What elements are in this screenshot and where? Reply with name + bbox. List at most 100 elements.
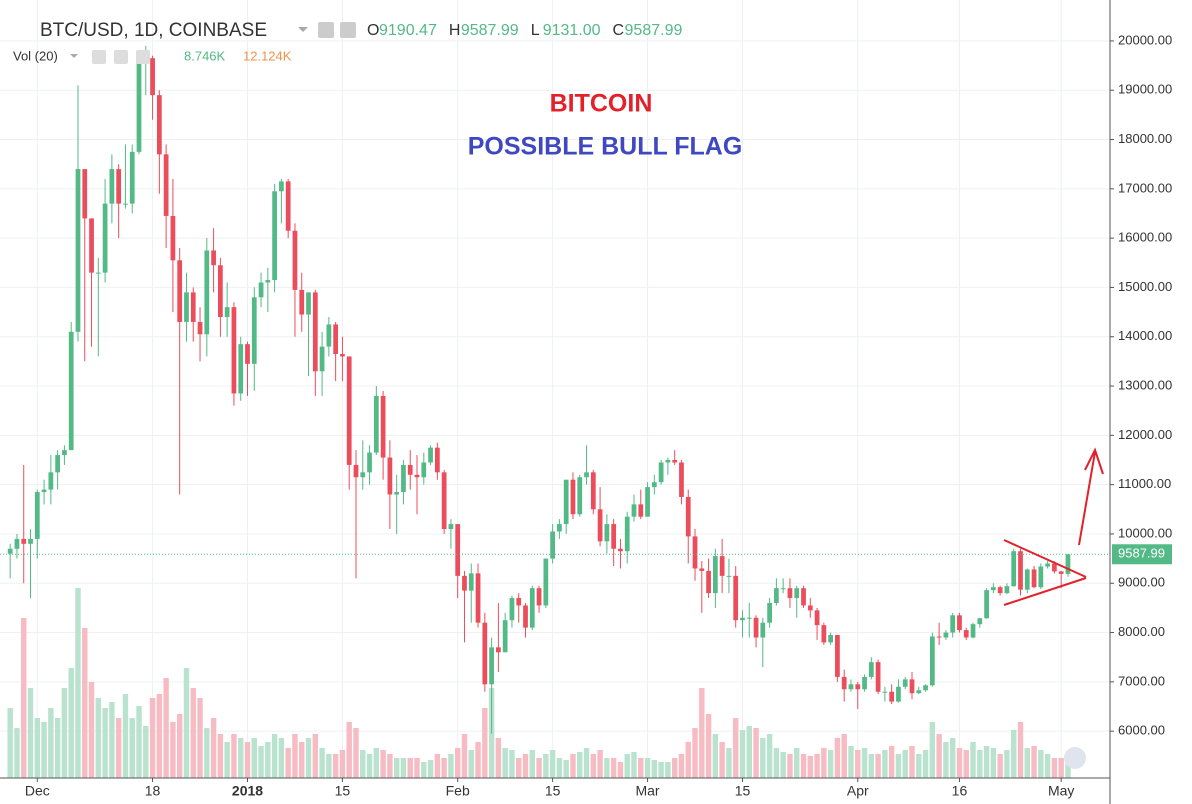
candle-body: [984, 590, 989, 619]
volume-bar: [658, 762, 664, 778]
volume-bar: [577, 752, 583, 778]
candle-body: [848, 684, 854, 690]
candle-body: [916, 690, 922, 694]
last-price-label: 9587.99: [1118, 546, 1165, 561]
settings-icon[interactable]: [318, 22, 334, 38]
badge[interactable]: [1064, 747, 1086, 769]
candle-body: [957, 615, 962, 631]
volume-bar: [1031, 746, 1037, 778]
candle-body: [665, 459, 671, 463]
candle-body: [590, 472, 596, 510]
candle-body: [129, 151, 135, 204]
candle-body: [123, 203, 128, 205]
candle-body: [1058, 571, 1064, 574]
gear-icon[interactable]: [340, 22, 356, 38]
candle-body: [217, 265, 223, 318]
volume-bar: [895, 754, 902, 778]
ohlc-value: 9587.99: [461, 22, 519, 39]
volume-bar: [1011, 730, 1017, 778]
candle-body: [909, 679, 915, 694]
candle-body: [380, 395, 386, 458]
candle-body: [163, 154, 169, 216]
candle-body: [706, 570, 711, 594]
candle-body: [14, 538, 20, 549]
volume-bar: [902, 750, 908, 778]
volume-bar: [861, 748, 868, 778]
y-tick-label: 20000.00: [1118, 32, 1172, 47]
candle-body: [746, 617, 752, 619]
y-tick-label: 6000.00: [1118, 723, 1165, 738]
candle-body: [597, 509, 603, 542]
y-tick-label: 14000.00: [1118, 328, 1172, 343]
candle-body: [414, 474, 420, 478]
gear-icon[interactable]: [114, 50, 128, 64]
volume-bar: [346, 722, 352, 778]
candle-body: [319, 346, 325, 372]
candle-body: [197, 321, 203, 335]
candle-body: [353, 464, 359, 478]
volume-bar: [516, 758, 522, 778]
volume-bar: [421, 762, 427, 778]
volume-bar: [353, 728, 359, 778]
volume-bar: [475, 742, 481, 778]
dropdown-icon[interactable]: [298, 27, 308, 32]
candle-body: [740, 617, 745, 621]
volume-bar: [1038, 750, 1044, 778]
settings-icon[interactable]: [92, 50, 106, 64]
candle-body: [529, 588, 535, 628]
y-tick-label: 10000.00: [1118, 525, 1172, 540]
volume-bar: [617, 762, 624, 778]
volume-bar: [739, 730, 746, 778]
candle-body: [373, 395, 379, 453]
candle-body: [231, 307, 237, 394]
volume-bar: [882, 750, 888, 778]
volume-bar: [27, 688, 34, 778]
volume-bar: [916, 754, 922, 778]
ohlc-letter: C: [613, 22, 625, 39]
volume-bar: [312, 734, 319, 778]
volume-bar: [204, 728, 210, 778]
candle-body: [448, 524, 454, 530]
dropdown-icon[interactable]: [70, 54, 78, 58]
volume-bar: [1051, 758, 1058, 778]
volume-bar: [75, 588, 81, 778]
annotation-title: BITCOIN: [550, 90, 653, 118]
candle-body: [963, 630, 969, 638]
candle-body: [936, 636, 942, 638]
volume-bar: [210, 718, 217, 778]
candle-body: [62, 450, 67, 456]
candle-body: [184, 292, 189, 322]
candle-body: [760, 622, 766, 638]
volume-bar: [997, 754, 1003, 778]
candle-body: [496, 647, 501, 653]
x-tick-label: 15: [335, 783, 351, 799]
x-tick-label: 15: [545, 783, 561, 799]
candle-body: [1045, 563, 1050, 567]
candle-body: [814, 610, 820, 626]
x-tick-label: 18: [145, 783, 161, 799]
volume-bar: [814, 754, 820, 778]
candle-body: [828, 635, 834, 643]
candle-body: [794, 588, 800, 599]
volume-bar: [732, 718, 739, 778]
volume-bar: [800, 754, 807, 778]
candle-body: [68, 331, 74, 451]
volume-bar: [468, 750, 474, 778]
candle-body: [631, 504, 637, 517]
volume-bar: [671, 758, 678, 778]
candle-body: [841, 676, 847, 690]
candle-body: [367, 452, 372, 473]
volume-bar: [238, 738, 244, 778]
candle-body: [333, 324, 339, 354]
volume-bar: [102, 708, 108, 778]
close-icon[interactable]: [136, 50, 150, 64]
x-tick-label: 16: [952, 783, 968, 799]
ohlc-legend: O 9190.47 H 9587.99 L 9131.00 C 9587.99: [367, 22, 682, 39]
volume-bar: [400, 758, 407, 778]
x-tick-label: 2018: [232, 783, 263, 799]
volume-bar: [841, 734, 847, 778]
volume-ma-value: 12.124K: [243, 48, 292, 63]
volume-bar: [868, 754, 875, 778]
chart-title: BTC/USD, 1D, COINBASE: [40, 20, 267, 41]
